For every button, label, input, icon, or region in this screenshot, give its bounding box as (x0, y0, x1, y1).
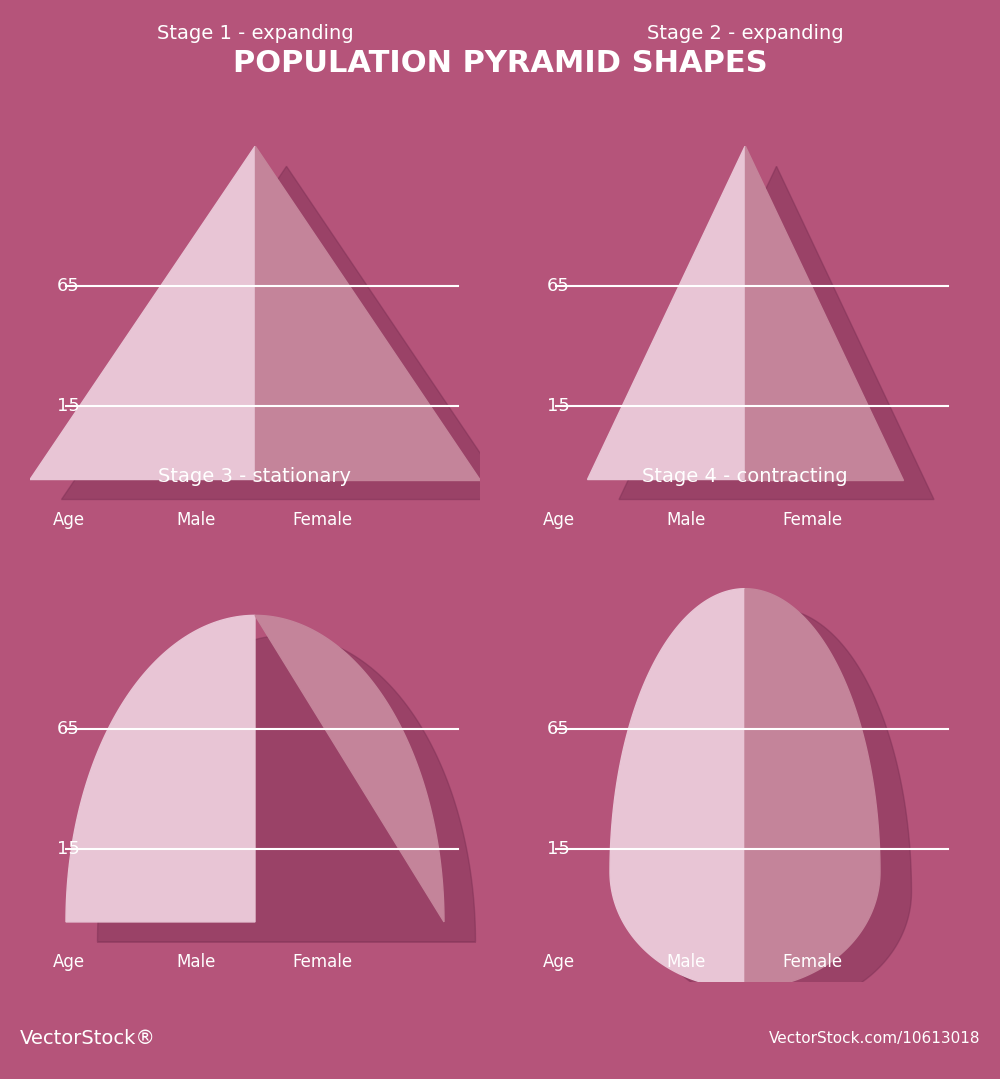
Text: Age: Age (52, 953, 85, 971)
Text: Age: Age (542, 953, 575, 971)
Text: VectorStock.com/10613018: VectorStock.com/10613018 (768, 1032, 980, 1046)
Text: 15: 15 (57, 397, 80, 415)
Polygon shape (30, 147, 255, 479)
Text: Male: Male (667, 953, 706, 971)
Text: 65: 65 (547, 720, 570, 738)
Text: Female: Female (292, 510, 353, 529)
Polygon shape (62, 166, 512, 500)
Polygon shape (255, 615, 444, 921)
Polygon shape (588, 147, 745, 479)
Text: Stage 3 - stationary: Stage 3 - stationary (158, 466, 352, 486)
Text: Male: Male (177, 953, 216, 971)
Text: VectorStock®: VectorStock® (20, 1029, 156, 1048)
Text: Female: Female (782, 510, 843, 529)
Polygon shape (745, 147, 902, 479)
Text: Stage 4 - contracting: Stage 4 - contracting (642, 466, 848, 486)
Text: Age: Age (542, 510, 575, 529)
Text: Male: Male (667, 510, 706, 529)
Polygon shape (255, 147, 480, 479)
Text: 15: 15 (547, 397, 570, 415)
Text: 65: 65 (57, 720, 80, 738)
Text: POPULATION PYRAMID SHAPES: POPULATION PYRAMID SHAPES (233, 49, 767, 78)
Text: 15: 15 (57, 839, 80, 858)
Polygon shape (619, 166, 934, 500)
Polygon shape (98, 636, 476, 942)
Polygon shape (642, 609, 912, 1009)
Text: Male: Male (177, 510, 216, 529)
Polygon shape (66, 615, 255, 921)
Text: Stage 1 - expanding: Stage 1 - expanding (157, 24, 353, 43)
Text: 65: 65 (547, 277, 570, 296)
Text: 15: 15 (547, 839, 570, 858)
Text: Female: Female (782, 953, 843, 971)
Text: Stage 2 - expanding: Stage 2 - expanding (647, 24, 843, 43)
Polygon shape (610, 589, 745, 988)
Polygon shape (745, 589, 880, 988)
Text: 65: 65 (57, 277, 80, 296)
Text: Female: Female (292, 953, 353, 971)
Text: Age: Age (52, 510, 85, 529)
